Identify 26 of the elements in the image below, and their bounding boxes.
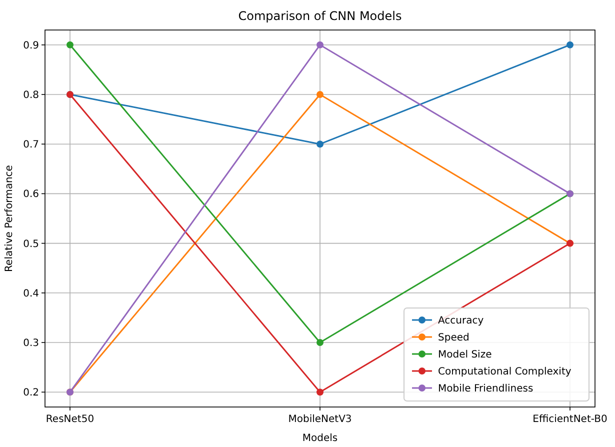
- y-tick-label: 0.8: [23, 90, 39, 101]
- x-tick-label: EfficientNet-B0: [532, 414, 608, 425]
- x-tick-label: ResNet50: [46, 414, 94, 425]
- y-tick-label: 0.9: [23, 40, 39, 52]
- point: [316, 140, 324, 148]
- point: [316, 388, 324, 396]
- point: [316, 90, 324, 98]
- y-tick-label: 0.6: [23, 189, 39, 200]
- point: [316, 41, 324, 48]
- legend-label: Computational Complexity: [438, 366, 572, 378]
- y-tick-label: 0.5: [23, 238, 39, 250]
- y-tick-label: 0.7: [23, 140, 39, 151]
- point: [566, 41, 574, 48]
- legend-label: Mobile Friendliness: [438, 384, 534, 394]
- legend-label: Model Size: [438, 350, 492, 360]
- chart-title: Comparison of CNN Models: [238, 9, 402, 23]
- y-tick-label: 0.4: [23, 288, 39, 300]
- y-tick-label: 0.3: [23, 338, 39, 350]
- x-tick-label: MobileNetV3: [288, 414, 352, 425]
- y-axis-title: Relative Performance: [4, 165, 15, 272]
- point: [66, 41, 74, 48]
- x-axis-title: Models: [302, 433, 338, 444]
- legend-label: Accuracy: [438, 316, 484, 326]
- legend-label: Speed: [438, 332, 470, 344]
- y-tick-label: 0.2: [23, 388, 39, 399]
- point: [316, 339, 324, 346]
